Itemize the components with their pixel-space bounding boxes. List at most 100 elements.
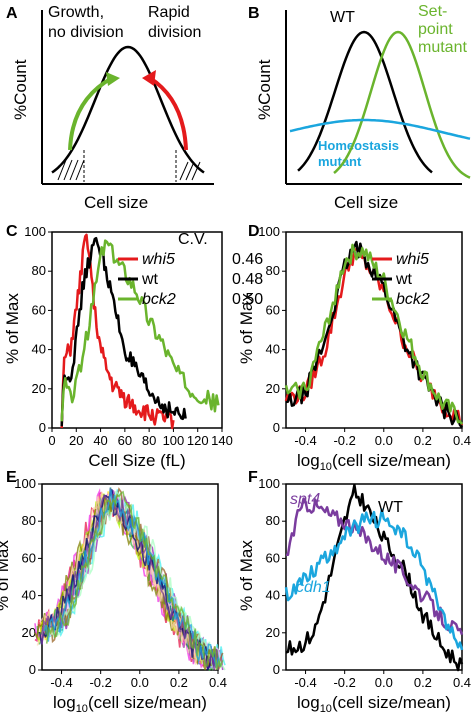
panel-a-hatch-left [69, 159, 79, 181]
panel-c-series-bck2 [60, 239, 220, 422]
panel-e-frame [41, 483, 219, 671]
panel-letter-c: C [6, 223, 18, 240]
panel-f-ytick-label: 60 [266, 550, 280, 565]
panel-f-ytick-label: 80 [266, 513, 280, 528]
panel-f-ylabel: % of Max [237, 540, 256, 611]
panel-a-hatch-right [185, 161, 195, 181]
panel-f-label-cdh1: cdh1 [296, 579, 331, 596]
panel-d-xtick-label: 0.0 [375, 433, 393, 448]
panel-f-xtick-label: -0.2 [333, 675, 355, 690]
panel-c-ytick-label: 80 [32, 263, 46, 278]
panel-letter-a: A [6, 5, 18, 22]
panel-letter-e: E [6, 469, 17, 486]
panel-b-homeostasis-curve [289, 118, 471, 140]
panel-e-ytick-label: 80 [22, 513, 36, 528]
panel-b-label-wt: WT [330, 9, 355, 26]
panel-letter-b: B [248, 5, 260, 22]
panel-c-legend-whi5: whi5 [142, 251, 175, 268]
panel-b-xlabel: Cell size [334, 193, 398, 212]
panel-d-ytick-label: 20 [266, 381, 280, 396]
panel-d-legend-whi5: whi5 [396, 251, 429, 268]
panel-d-plot: 0 20 40 60 80 100 -0.4 -0.2 0.0 0.2 0.4 % of Max log… [237, 224, 471, 473]
panel-e-ytick-label: 100 [14, 476, 36, 491]
panel-a-curve [51, 45, 205, 174]
panel-c-xtick-label: 60 [118, 433, 132, 448]
panel-c-xtick-label: 80 [142, 433, 156, 448]
panel-f-frame [285, 483, 463, 671]
panel-a-hatch-left [75, 159, 85, 181]
panel-d-xtick-label: 0.4 [453, 433, 471, 448]
panel-d-xtick-label: -0.2 [333, 433, 355, 448]
panel-e-xtick-label: -0.4 [50, 675, 72, 690]
panel-letter-f: F [248, 469, 258, 486]
panel-c-ytick-label: 100 [24, 224, 46, 239]
panel-letter-d: D [248, 223, 260, 240]
panel-c-ytick-label: 20 [32, 381, 46, 396]
panel-c-ytick-label: 60 [32, 302, 46, 317]
panel-e-xtick-label: 0.2 [170, 675, 188, 690]
panel-c-xtick-label: 140 [211, 433, 233, 448]
panel-c-legend-cv: 0.48 [232, 271, 263, 288]
panel-e-xtick-label: 0.0 [131, 675, 149, 690]
panel-f-plot: 0 20 40 60 80 100 -0.4 -0.2 0.0 0.2 0.4 % of Max log… [237, 476, 471, 714]
panel-b: %Count Cell size WT Set-point mutant Home… [255, 3, 471, 212]
panel-c-xtick-label: 40 [93, 433, 107, 448]
panel-f-series-spt4 [285, 497, 464, 636]
panel-b-label-homeostasis: Homeostasis mutant [318, 138, 399, 169]
panel-b-label-setpoint: Set-point mutant [418, 3, 467, 56]
panel-d-ytick-label: 100 [258, 224, 280, 239]
panel-e-xlabel: log10(cell size/mean) [53, 693, 207, 714]
panel-d-ytick-label: 0 [273, 420, 280, 435]
panel-d-frame [285, 231, 463, 429]
panel-d-ytick-label: 60 [266, 302, 280, 317]
panel-a-red-arrow [148, 76, 188, 151]
panel-c-xtick-label: 0 [48, 433, 55, 448]
panel-a-hatch-left [63, 159, 73, 181]
panel-d-xtick-label: -0.4 [294, 433, 316, 448]
panel-c-xtick-label: 100 [163, 433, 185, 448]
panel-a-label-rapid: Rapid division [148, 4, 201, 41]
panel-f-xtick-label: -0.4 [294, 675, 316, 690]
panel-e-ytick-label: 0 [29, 662, 36, 677]
panel-a-ylabel: %Count [11, 59, 30, 120]
panel-f-xtick-label: 0.2 [414, 675, 432, 690]
panel-c-legend-header: C.V. [178, 231, 208, 248]
panel-d-ytick-label: 40 [266, 342, 280, 357]
panel-c-legend-cv: 0.46 [232, 251, 263, 268]
panel-d-xlabel: log10(cell size/mean) [297, 451, 451, 473]
panel-a-xlabel: Cell size [84, 193, 148, 212]
panel-a-hatch-right [191, 161, 201, 181]
panel-a: %Count Cell size Growth, no division Rapi… [11, 4, 214, 212]
panel-d-legend-bck2: bck2 [396, 291, 430, 308]
panel-e-ytick-label: 60 [22, 550, 36, 565]
panel-c-xtick-label: 120 [187, 433, 209, 448]
panel-f-xlabel: log10(cell size/mean) [297, 693, 451, 714]
panel-b-setpoint-curve [333, 30, 471, 179]
panel-d-ytick-label: 80 [266, 263, 280, 278]
panel-c-xtick-label: 20 [69, 433, 83, 448]
panel-c-series-wt [60, 236, 187, 427]
panel-e-ylabel: % of Max [0, 540, 12, 611]
panel-b-wt-curve [297, 30, 433, 174]
panel-f-series-cdh1 [284, 508, 464, 651]
panel-d-xtick-label: 0.2 [414, 433, 432, 448]
panel-c-series-whi5 [60, 233, 175, 430]
panel-f-label-wt: WT [378, 499, 403, 516]
panel-f-series-wt [285, 483, 464, 672]
panel-c-ylabel: % of Max [3, 293, 22, 364]
panel-a-label-growth: Growth, no division [48, 4, 124, 41]
panel-c-xlabel: Cell Size (fL) [88, 451, 185, 470]
panel-d-series-bck2 [284, 243, 464, 425]
panel-f-ytick-label: 100 [258, 476, 280, 491]
panel-a-hatch-left [57, 159, 67, 181]
panel-f-ytick-label: 20 [266, 625, 280, 640]
panel-e-ytick-label: 20 [22, 625, 36, 640]
panel-a-green-arrow [68, 76, 113, 151]
panel-f-label-spt4: spt4 [290, 491, 320, 508]
panel-b-ylabel: %Count [255, 59, 274, 120]
panel-f-ytick-label: 40 [266, 588, 280, 603]
panel-a-hatch-right [179, 161, 189, 181]
panel-c-ytick-label: 0 [39, 420, 46, 435]
